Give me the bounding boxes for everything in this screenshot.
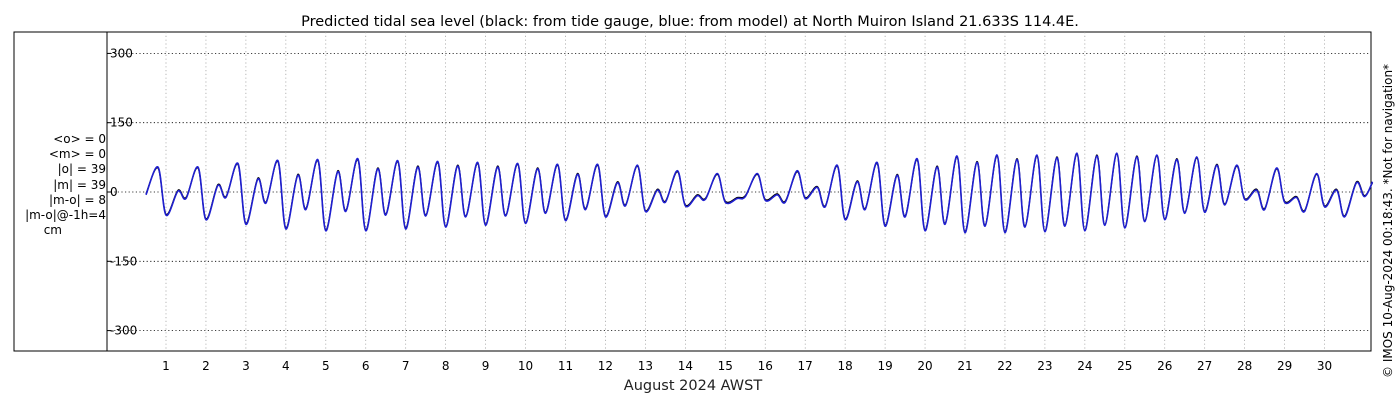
- model-series: [145, 152, 1374, 234]
- x-tick-label: 23: [1037, 359, 1052, 373]
- stat-abs-obs: |o| = 39: [57, 162, 106, 177]
- x-tick-label: 8: [442, 359, 450, 373]
- y-tick-label: -150: [110, 254, 137, 268]
- x-tick-label: 26: [1157, 359, 1172, 373]
- x-tick-label: 13: [638, 359, 653, 373]
- x-tick-label: 18: [838, 359, 853, 373]
- x-tick-label: 7: [402, 359, 410, 373]
- x-axis: 1 2 3 4 5 6 7 8 9 10 11 12 13 14 15 16 17 18 19 20 21 22 23 24 2…: [162, 359, 1332, 373]
- x-tick-label: 20: [917, 359, 932, 373]
- x-tick-label: 2: [202, 359, 210, 373]
- x-tick-label: 5: [322, 359, 330, 373]
- stat-abs-diff: |m-o| = 8: [49, 192, 106, 207]
- x-tick-label: 4: [282, 359, 290, 373]
- stats-panel: <o> = 0 <m> = 0 |o| = 39 |m| = 39 |m-o| …: [0, 132, 106, 238]
- credit-text: © IMOS 10-Aug-2024 00:18:43. *Not for na…: [1381, 64, 1395, 378]
- chart-title: Predicted tidal sea level (black: from t…: [301, 14, 1079, 30]
- y-tick-label: 300: [110, 46, 133, 60]
- stat-mean-obs: <o> = 0: [53, 132, 106, 146]
- y-tick-label: 150: [110, 116, 133, 130]
- y-axis: 300 150 0 -150 -300: [107, 46, 137, 338]
- x-axis-label: August 2024 AWST: [624, 378, 763, 394]
- x-tick-label: 21: [957, 359, 972, 373]
- stat-mean-model: <m> = 0: [48, 147, 106, 162]
- x-tick-label: 30: [1317, 359, 1332, 373]
- y-tick-label: -300: [110, 324, 137, 338]
- x-tick-label: 28: [1237, 359, 1252, 373]
- x-tick-label: 1: [162, 359, 170, 373]
- x-tick-label: 9: [482, 359, 490, 373]
- x-tick-label: 14: [678, 359, 693, 373]
- x-tick-label: 22: [997, 359, 1012, 373]
- x-tick-label: 17: [798, 359, 813, 373]
- x-tick-label: 3: [242, 359, 250, 373]
- plot-frame: [13, 31, 1372, 352]
- x-tick-label: 10: [518, 359, 533, 373]
- x-tick-label: 11: [558, 359, 573, 373]
- x-tick-label: 15: [718, 359, 733, 373]
- x-tick-label: 12: [598, 359, 613, 373]
- x-tick-label: 19: [877, 359, 892, 373]
- series-group: [145, 152, 1374, 234]
- x-tick-label: 16: [758, 359, 773, 373]
- stat-units: cm: [43, 223, 62, 238]
- y-tick-label: 0: [110, 185, 118, 199]
- stat-abs-diff-lag: |m-o|@-1h=4: [25, 208, 106, 223]
- x-tick-label: 29: [1277, 359, 1292, 373]
- x-tick-label: 25: [1117, 359, 1132, 373]
- stat-abs-model: |m| = 39: [53, 177, 106, 192]
- x-tick-label: 6: [362, 359, 370, 373]
- x-tick-label: 27: [1197, 359, 1212, 373]
- x-tick-label: 24: [1077, 359, 1092, 373]
